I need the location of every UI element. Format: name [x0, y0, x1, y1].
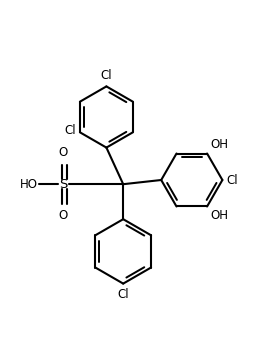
Text: Cl: Cl: [227, 174, 238, 186]
Text: Cl: Cl: [117, 288, 129, 301]
Text: Cl: Cl: [101, 69, 112, 82]
Text: O: O: [59, 146, 68, 159]
Text: Cl: Cl: [64, 125, 76, 138]
Text: O: O: [59, 210, 68, 222]
Text: OH: OH: [210, 209, 228, 222]
Text: OH: OH: [210, 138, 228, 151]
Text: HO: HO: [20, 178, 38, 191]
Text: S: S: [59, 178, 67, 191]
